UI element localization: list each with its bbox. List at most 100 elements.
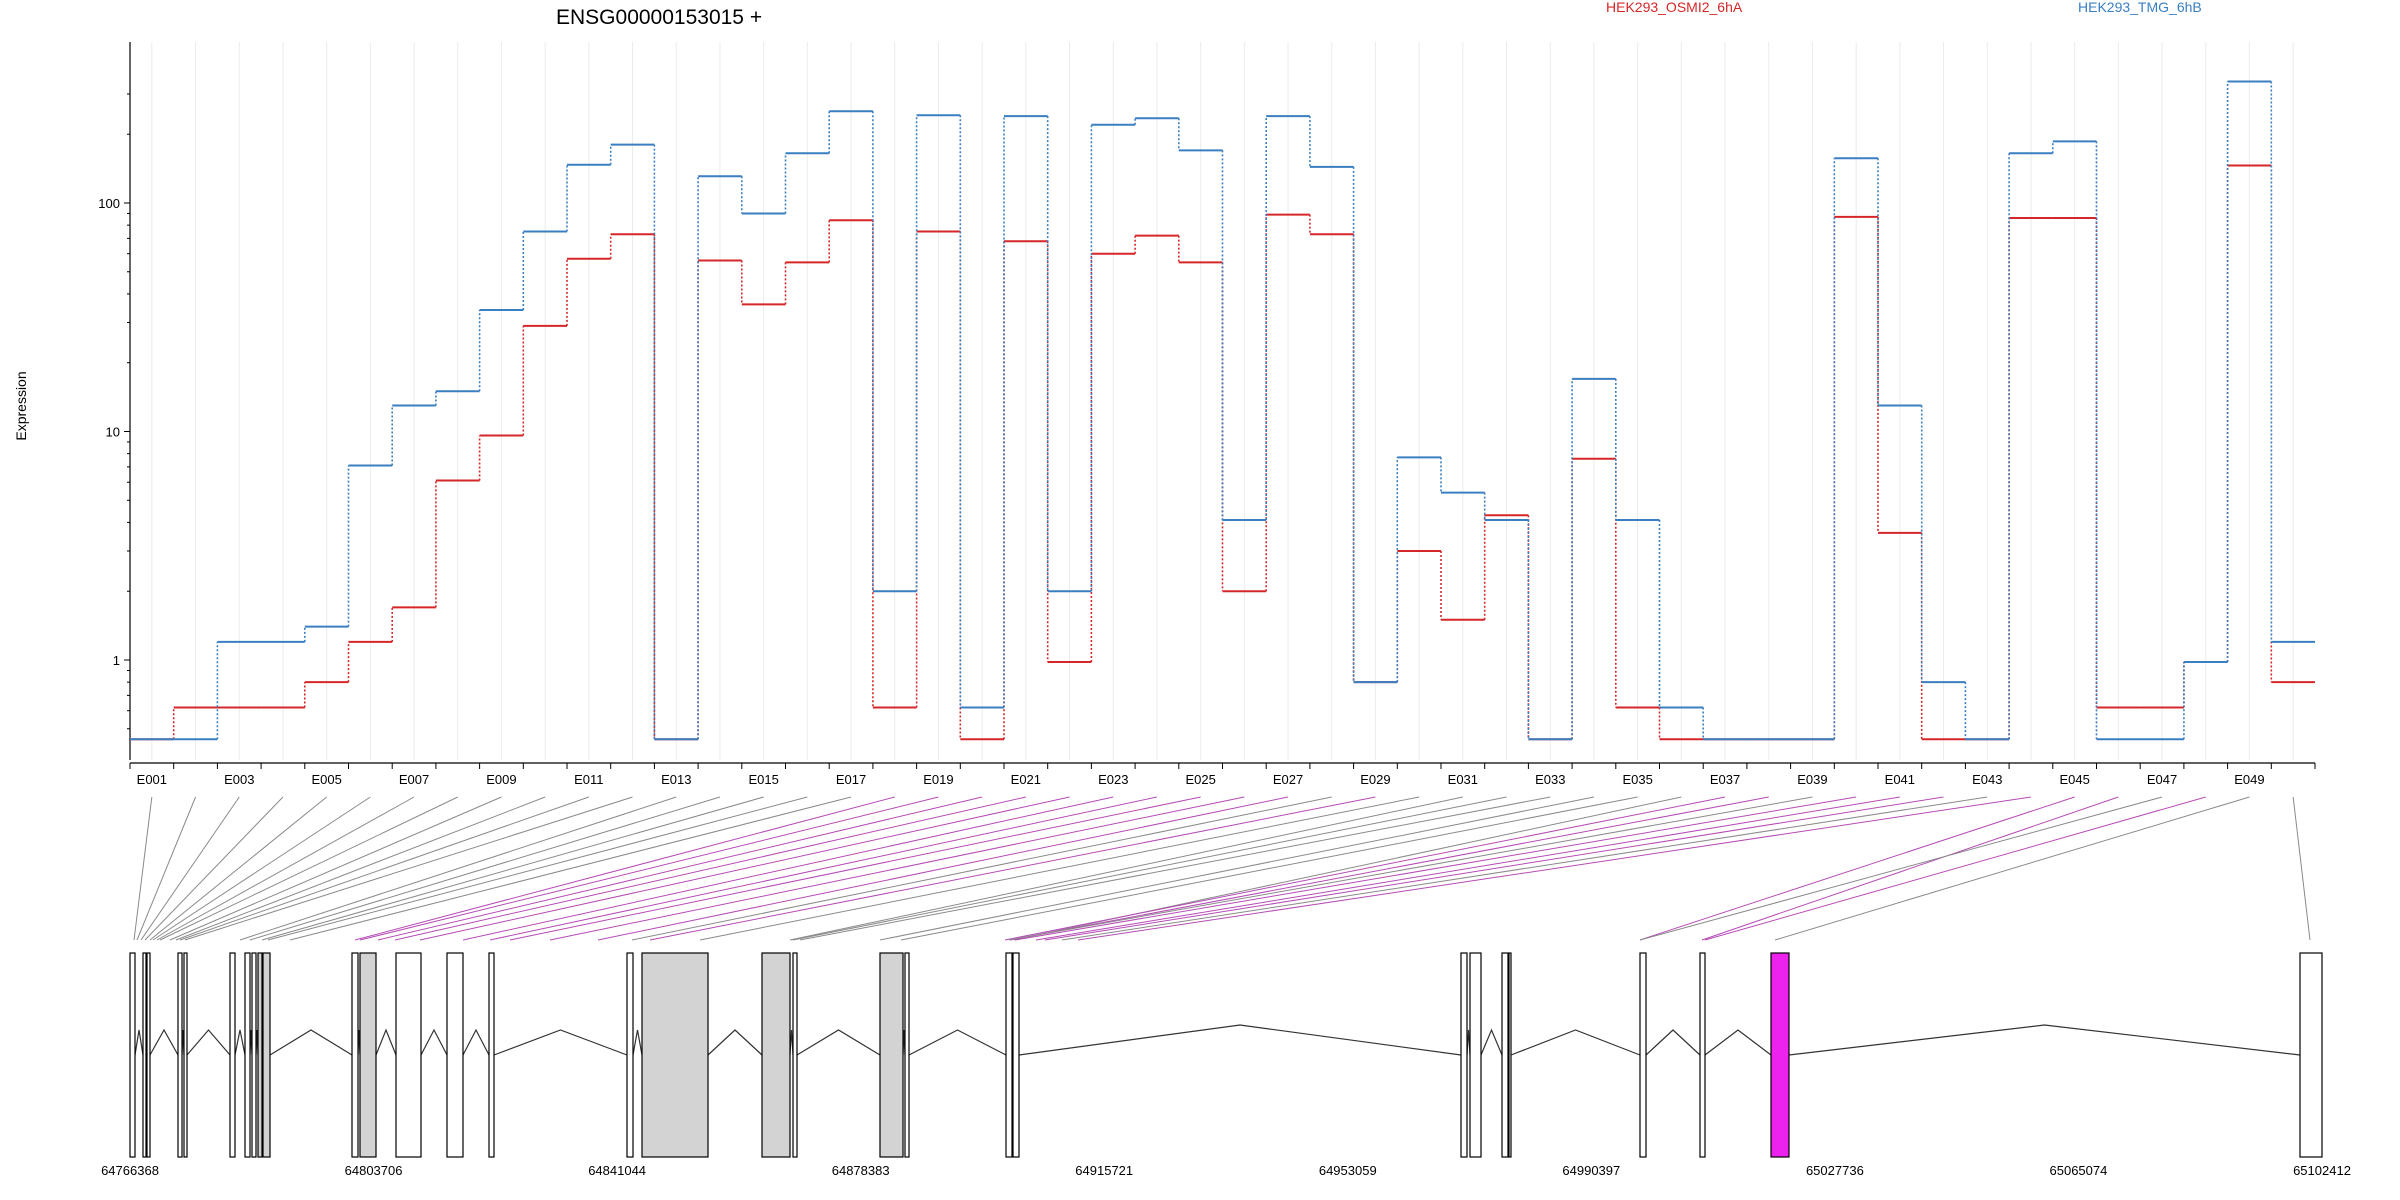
coordinate-label: 64803706 (345, 1163, 403, 1178)
exon-block (244, 952, 251, 1158)
connector-line (792, 796, 1507, 941)
exon-block (183, 952, 188, 1158)
gene-model (129, 952, 2323, 1158)
coordinate-label: 64841044 (588, 1163, 646, 1178)
x-tick-label: E009 (486, 772, 516, 787)
connector-line (152, 796, 371, 941)
connector-line (489, 796, 1158, 941)
connector-line (419, 796, 1070, 941)
chart-title: ENSG00000153015 + (556, 6, 762, 29)
exon-block (488, 952, 495, 1158)
coordinate-label: 64766368 (101, 1163, 159, 1178)
connector-line (239, 796, 677, 941)
connector-line (649, 796, 1376, 941)
coordinate-label: 64990397 (1562, 1163, 1620, 1178)
intron-line (462, 1028, 490, 1056)
x-tick-label: E023 (1098, 772, 1128, 787)
connector-line (699, 796, 1420, 941)
coordinate-label: 64953059 (1319, 1163, 1377, 1178)
intron-line (707, 1029, 763, 1056)
connector-line (377, 796, 983, 941)
series-1 (130, 80, 2315, 741)
connector-line (140, 796, 240, 941)
exon-block-highlighted (1770, 952, 1790, 1158)
exon-block (1501, 952, 1509, 1158)
x-tick-label: E007 (399, 772, 429, 787)
intron-line (1645, 1029, 1701, 1056)
intron-line (493, 1029, 628, 1056)
x-tick-label: E039 (1797, 772, 1827, 787)
intron-line (420, 1028, 448, 1056)
connector-line (1774, 796, 2250, 941)
connector-line (462, 796, 1114, 941)
connector-line (354, 796, 895, 941)
exon-block (626, 952, 634, 1158)
intron-line (1704, 1029, 1772, 1056)
connector-line (631, 796, 1332, 941)
intron-line (234, 1029, 246, 1056)
intron-line (1788, 1024, 2301, 1056)
connector-line (2292, 796, 2311, 941)
exon-block (879, 952, 904, 1158)
intron-line (1480, 1028, 1503, 1056)
connector-line (1009, 796, 1769, 941)
connector-line (1077, 796, 2032, 941)
connector-line (169, 796, 502, 941)
coordinate-label: 65027736 (1806, 1163, 1864, 1178)
connector-line (1061, 796, 1988, 941)
connector-line (1035, 796, 1900, 941)
x-tick-label: E011 (574, 772, 603, 787)
x-tick-label: E049 (2234, 772, 2264, 787)
connector-line (509, 796, 1201, 941)
intron-line (134, 1029, 144, 1056)
exon-block (359, 952, 377, 1158)
connector-line (136, 796, 197, 941)
x-tick-label: E043 (1972, 772, 2002, 787)
connector-line (184, 796, 633, 941)
exon-block (262, 952, 271, 1158)
genomic-coordinate-labels: 64766368 64803706 64841044 64878383 64915721… (101, 1163, 2351, 1178)
connector-line (1044, 796, 1944, 941)
coordinate-label: 65102412 (2293, 1163, 2351, 1178)
connector-line (159, 796, 458, 941)
x-tick-label: E015 (748, 772, 778, 787)
x-tick-label: E035 (1622, 772, 1652, 787)
x-tick-label: E031 (1448, 772, 1478, 787)
exon-block (2299, 952, 2323, 1158)
exon-block (761, 952, 791, 1158)
connector-line (289, 796, 852, 941)
x-tick-label: E005 (311, 772, 341, 787)
y-tick-label: 10 (106, 425, 120, 440)
intron-line (796, 1029, 881, 1056)
exon-block (142, 952, 147, 1158)
exon-block (129, 952, 136, 1158)
exon-block (792, 952, 798, 1158)
exon-block (351, 952, 359, 1158)
connector-line (359, 796, 939, 941)
connector-line (394, 796, 1026, 941)
exon-block (1508, 952, 1512, 1158)
connector-line (879, 796, 1595, 941)
x-tick-label: E045 (2059, 772, 2089, 787)
x-tick-label: E017 (836, 772, 866, 787)
x-axis: E001 E003 E005 E007 E009 E011 E013 E015 E017 E019… (129, 762, 2316, 787)
connector-line (1014, 796, 1857, 941)
exon-connector-lines (133, 796, 2311, 941)
connector-line (799, 796, 1551, 941)
x-tick-label: E013 (661, 772, 691, 787)
exon-block (1699, 952, 1706, 1158)
connector-line (789, 796, 1463, 941)
coordinate-label: 64915721 (1075, 1163, 1133, 1178)
connector-line (597, 796, 1289, 941)
coordinate-label: 65065074 (2050, 1163, 2108, 1178)
exon-block (1005, 952, 1013, 1158)
exon-block (1460, 952, 1468, 1158)
exon-block (229, 952, 236, 1158)
exon-block (446, 952, 464, 1158)
connector-line (179, 796, 590, 941)
x-tick-label: E047 (2147, 772, 2177, 787)
x-tick-label: E033 (1535, 772, 1565, 787)
intron-line (1510, 1029, 1641, 1056)
connector-line (1004, 796, 1726, 941)
